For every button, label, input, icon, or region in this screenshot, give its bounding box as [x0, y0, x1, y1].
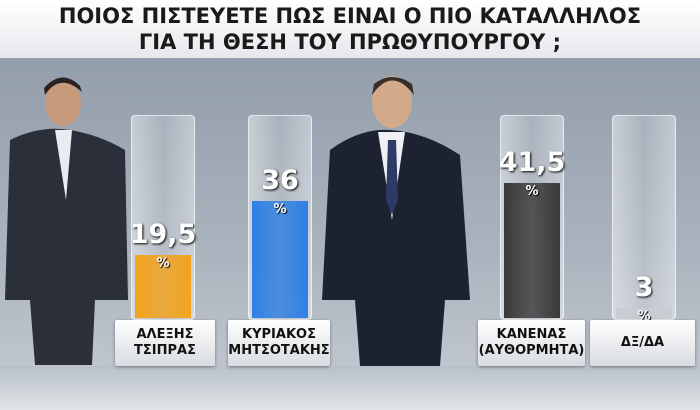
- bar: [616, 308, 672, 318]
- category-label: ΚΑΝΕΝΑΣ (ΑΥΘΟΡΜΗΤΑ): [478, 320, 585, 366]
- category-label: ΚΥΡΙΑΚΟΣ ΜΗΤΣΟΤΑΚΗΣ: [228, 320, 330, 366]
- category-label: ΑΛΕΞΗΣ ΤΣΙΠΡΑΣ: [115, 320, 215, 366]
- bar: [135, 254, 191, 318]
- value-label: 36: [261, 165, 299, 197]
- person-middle: [322, 76, 470, 366]
- unit-label: %: [156, 255, 170, 271]
- bar: [252, 201, 308, 318]
- bar-tube: [612, 115, 676, 320]
- value-label: 19,5: [129, 218, 197, 250]
- floor: [0, 366, 700, 410]
- person-left: [5, 77, 128, 365]
- value-label: 41,5: [498, 147, 566, 179]
- bar: [504, 183, 560, 318]
- category-label: ΔΞ/ΔΑ: [590, 320, 695, 366]
- chart-title: ΠΟΙΟΣ ΠΙΣΤΕΥΕΤΕ ΠΩΣ ΕΙΝΑΙ Ο ΠΙΟ ΚΑΤΑΛΛΗΛ…: [0, 0, 700, 58]
- unit-label: %: [525, 184, 539, 200]
- unit-label: %: [273, 202, 287, 218]
- value-label: 3: [634, 272, 654, 304]
- title-line: ΠΟΙΟΣ ΠΙΣΤΕΥΕΤΕ ΠΩΣ ΕΙΝΑΙ Ο ΠΙΟ ΚΑΤΑΛΛΗΛ…: [58, 4, 642, 28]
- title-line: ΓΙΑ ΤΗ ΘΕΣΗ ΤΟΥ ΠΡΩΘΥΠΟΥΡΓΟΥ ;: [138, 30, 562, 54]
